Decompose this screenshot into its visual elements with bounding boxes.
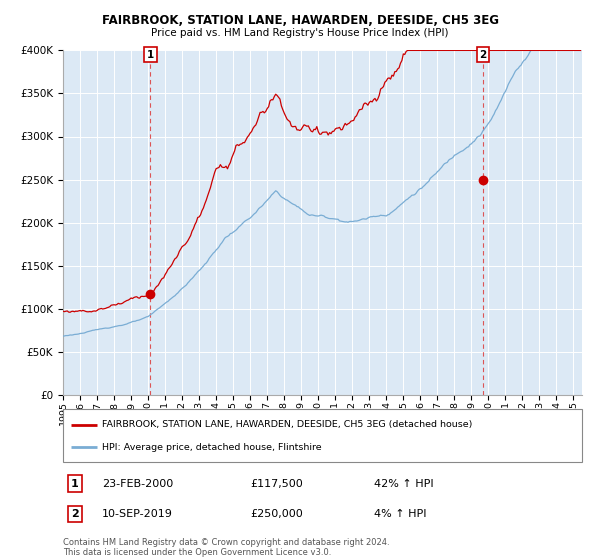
Text: £250,000: £250,000 (250, 509, 302, 519)
Text: £117,500: £117,500 (250, 478, 302, 488)
Text: 2: 2 (71, 509, 79, 519)
Text: 23-FEB-2000: 23-FEB-2000 (102, 478, 173, 488)
Text: 1: 1 (147, 50, 154, 60)
Text: FAIRBROOK, STATION LANE, HAWARDEN, DEESIDE, CH5 3EG: FAIRBROOK, STATION LANE, HAWARDEN, DEESI… (101, 14, 499, 27)
Text: 10-SEP-2019: 10-SEP-2019 (102, 509, 173, 519)
Text: 2: 2 (479, 50, 487, 60)
Text: HPI: Average price, detached house, Flintshire: HPI: Average price, detached house, Flin… (102, 442, 322, 451)
Text: Contains HM Land Registry data © Crown copyright and database right 2024.
This d: Contains HM Land Registry data © Crown c… (63, 538, 389, 557)
Text: 42% ↑ HPI: 42% ↑ HPI (374, 478, 434, 488)
Text: Price paid vs. HM Land Registry's House Price Index (HPI): Price paid vs. HM Land Registry's House … (151, 28, 449, 38)
Text: FAIRBROOK, STATION LANE, HAWARDEN, DEESIDE, CH5 3EG (detached house): FAIRBROOK, STATION LANE, HAWARDEN, DEESI… (102, 420, 472, 430)
Text: 1: 1 (71, 478, 79, 488)
Text: 4% ↑ HPI: 4% ↑ HPI (374, 509, 427, 519)
